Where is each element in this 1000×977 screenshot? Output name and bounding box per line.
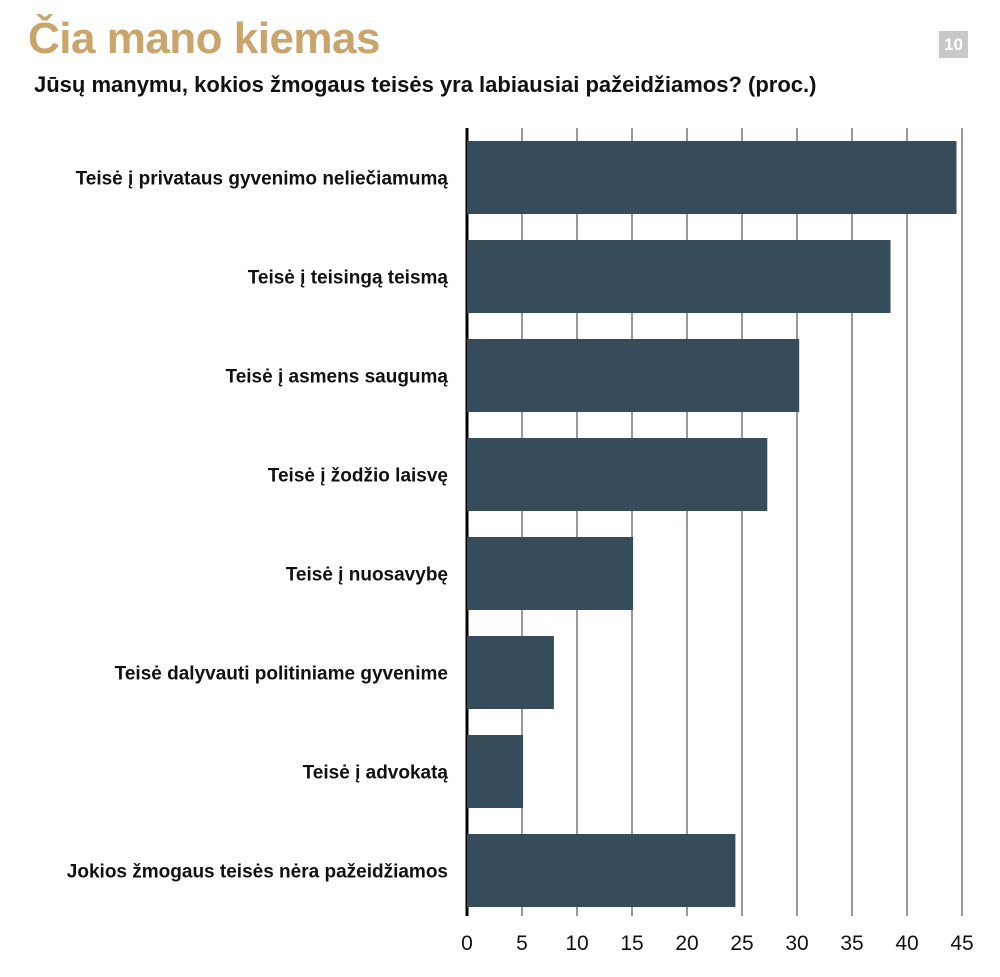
x-tick-label: 30: [785, 932, 808, 955]
page-number-badge: 10: [939, 31, 968, 58]
x-tick-label: 25: [730, 932, 753, 955]
x-tick-label: 15: [620, 932, 643, 955]
bar: [467, 240, 891, 313]
category-label: Teisė į teisingą teismą: [248, 268, 449, 289]
category-labels: Teisė į privataus gyvenimo neliečiamumą T…: [67, 169, 449, 883]
bar: [467, 834, 736, 907]
category-label: Teisė į privataus gyvenimo neliečiamumą: [76, 169, 449, 190]
category-label: Teisė dalyvauti politiniame gyvenime: [115, 664, 448, 685]
category-label: Teisė į asmens saugumą: [226, 367, 449, 388]
x-tick-label: 40: [895, 932, 918, 955]
bar: [467, 438, 768, 511]
brand-title: Čia mano kiemas: [28, 14, 381, 63]
bar: [467, 636, 554, 709]
x-tick-label: 10: [565, 932, 588, 955]
x-tick-label: 45: [950, 932, 973, 955]
chart-title: Jūsų manymu, kokios žmogaus teisės yra l…: [34, 72, 817, 97]
bars: [467, 141, 957, 907]
x-tick-label: 35: [840, 932, 863, 955]
bar: [467, 537, 634, 610]
x-tick-label: 0: [461, 932, 473, 955]
category-label: Teisė į advokatą: [303, 763, 449, 784]
x-tick-label: 5: [516, 932, 528, 955]
x-tick-label: 20: [675, 932, 698, 955]
bar: [467, 339, 800, 412]
x-tick-labels: 0 5 10 15 20 25 30 35 40 45: [461, 932, 974, 955]
category-label: Teisė į žodžio laisvę: [268, 466, 448, 487]
category-label: Jokios žmogaus teisės nėra pažeidžiamos: [67, 862, 448, 883]
bar: [467, 141, 957, 214]
category-label: Teisė į nuosavybę: [286, 565, 448, 586]
bar: [467, 735, 524, 808]
